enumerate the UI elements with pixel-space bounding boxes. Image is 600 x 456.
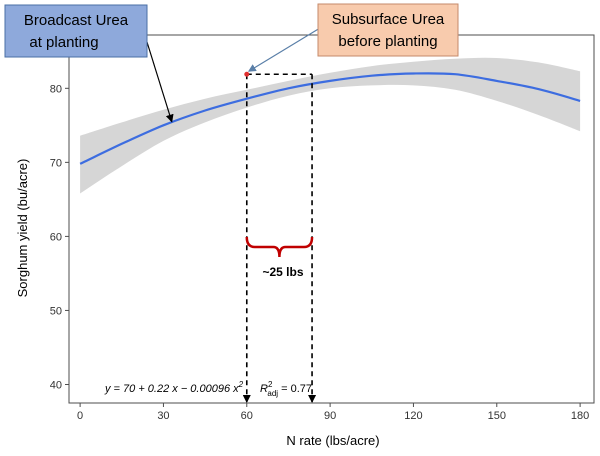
x-tick-label: 150 (488, 410, 506, 422)
fit-line (79, 72, 581, 165)
x-axis-title: N rate (lbs/acre) (286, 433, 379, 448)
x-tick-label: 120 (404, 410, 422, 422)
subsurface-pointer-arrow (247, 27, 321, 72)
subsurface-callout-line1: Subsurface Urea (332, 11, 445, 28)
r-squared-label: R2 adj = 0.77 (260, 380, 312, 398)
subsurface-callout: Subsurface Urea before planting (317, 3, 459, 57)
broadcast-callout-box (4, 4, 148, 58)
x-tick-label: 180 (571, 410, 589, 422)
y-axis-title: Sorghum yield (bu/acre) (15, 159, 30, 298)
y-tick-label: 60 (50, 231, 62, 243)
difference-label: ~25 lbs (262, 265, 303, 279)
subsurface-callout-line2: before planting (338, 33, 437, 50)
y-tick-label: 70 (50, 157, 62, 169)
subsurface-marker (244, 71, 250, 77)
x-tick-label: 90 (324, 410, 336, 422)
x-tick-label: 60 (241, 410, 253, 422)
x-tick-label: 0 (77, 410, 83, 422)
broadcast-callout: Broadcast Urea at planting (4, 4, 148, 58)
y-tick-label: 50 (50, 305, 62, 317)
difference-brace (245, 236, 314, 258)
y-tick-label: 40 (50, 379, 62, 391)
y-tick-label: 80 (50, 83, 62, 95)
subsurface-callout-box (317, 3, 459, 57)
broadcast-pointer-arrow (146, 41, 174, 123)
broadcast-callout-line1: Broadcast Urea (24, 12, 129, 29)
regression-equation: y = 70 + 0.22 x − 0.00096 x2 (104, 380, 244, 395)
broadcast-callout-line2: at planting (29, 34, 98, 51)
confidence-band (80, 57, 581, 194)
x-tick-label: 30 (157, 410, 169, 422)
